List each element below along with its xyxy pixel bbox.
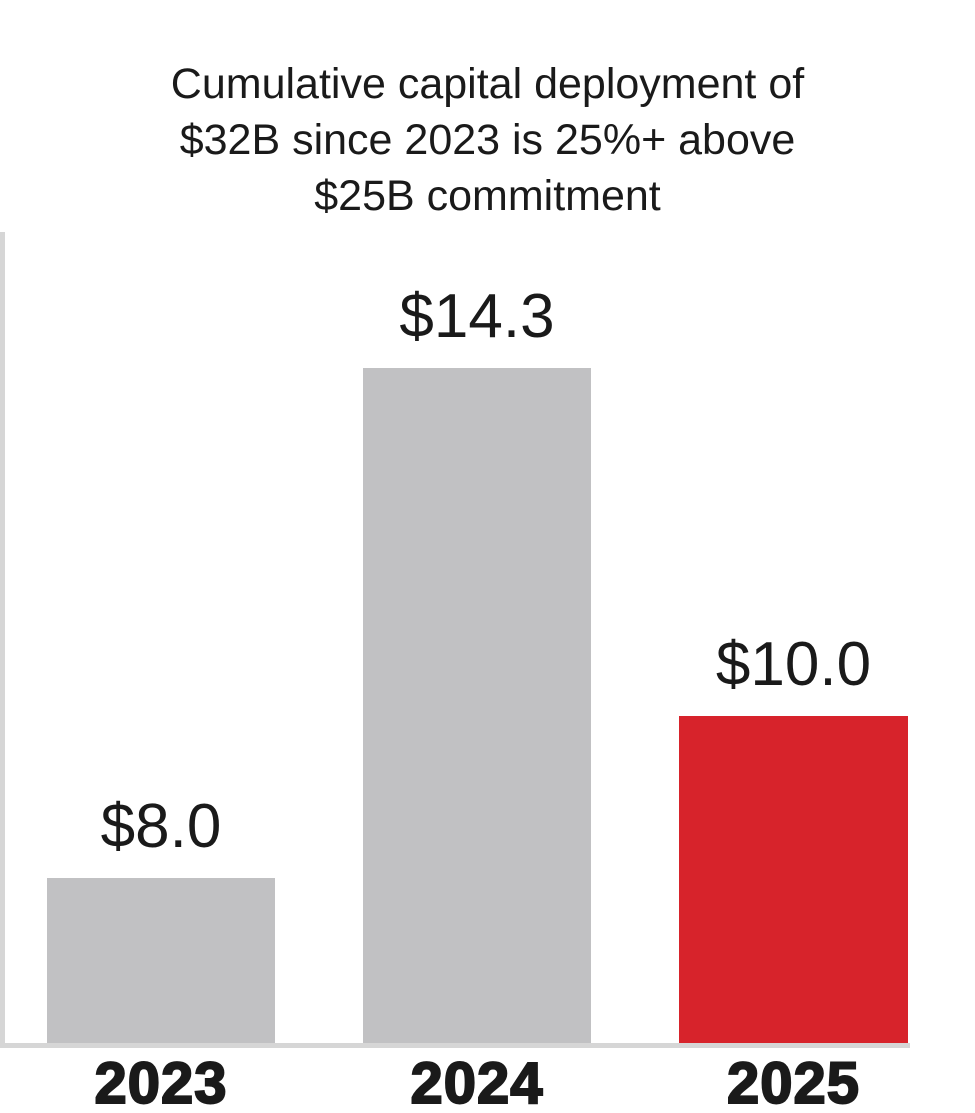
- chart-title-line-1: Cumulative capital deployment of: [170, 60, 805, 108]
- y-axis-line: [0, 232, 5, 1045]
- bar-column-2024: $14.3: [363, 281, 591, 1043]
- bar-value-label-2024: $14.3: [399, 282, 555, 351]
- bar-column-2025: $10.0: [679, 629, 908, 1043]
- bar-2023: [47, 878, 275, 1043]
- bar-2024: [363, 368, 591, 1043]
- x-axis-label-2024: 2024: [409, 1050, 544, 1113]
- chart-title: Cumulative capital deployment of $32B si…: [0, 56, 975, 224]
- bar-value-label-2023: $8.0: [100, 792, 222, 861]
- x-axis-label-2025: 2025: [726, 1050, 861, 1113]
- bar-value-label-2025: $10.0: [715, 630, 872, 699]
- bar-column-2023: $8.0: [47, 791, 275, 1043]
- x-axis-label-2023: 2023: [93, 1050, 228, 1113]
- chart-title-line-2: $32B since 2023 is 25%+ above: [179, 116, 796, 164]
- bar-2025: [679, 716, 908, 1043]
- chart-title-line-3: $25B commitment: [314, 172, 661, 220]
- x-axis-line: [0, 1043, 910, 1048]
